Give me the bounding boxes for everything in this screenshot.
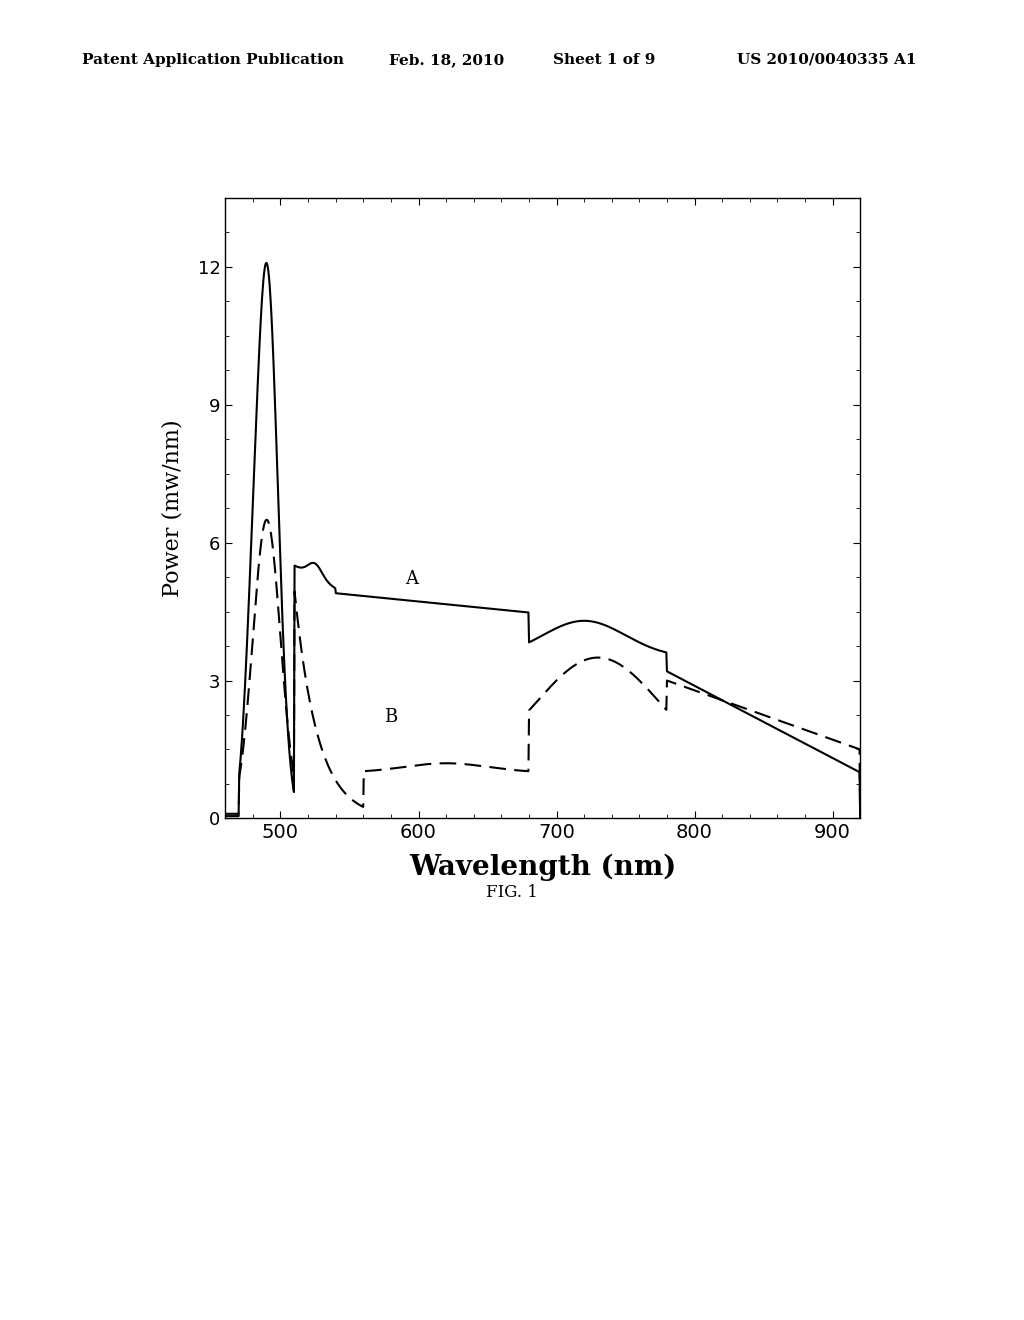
Y-axis label: Power (mw/nm): Power (mw/nm) — [162, 420, 183, 597]
Text: B: B — [384, 708, 397, 726]
Text: FIG. 1: FIG. 1 — [486, 884, 538, 902]
Text: US 2010/0040335 A1: US 2010/0040335 A1 — [737, 53, 916, 67]
Text: Feb. 18, 2010: Feb. 18, 2010 — [389, 53, 505, 67]
Text: A: A — [404, 570, 418, 587]
X-axis label: Wavelength (nm): Wavelength (nm) — [410, 853, 676, 880]
Text: Patent Application Publication: Patent Application Publication — [82, 53, 344, 67]
Text: Sheet 1 of 9: Sheet 1 of 9 — [553, 53, 655, 67]
